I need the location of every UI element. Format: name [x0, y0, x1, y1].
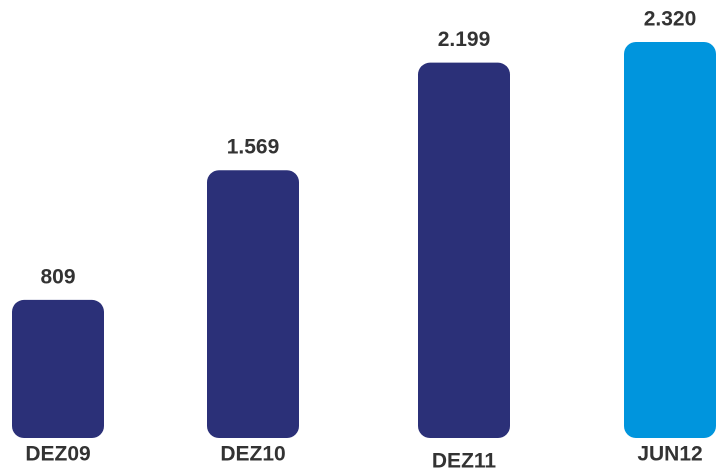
bar — [207, 170, 299, 438]
bar — [418, 62, 510, 439]
bar — [624, 42, 716, 438]
x-tick-label: DEZ10 — [220, 443, 285, 466]
value-label: 2.199 — [438, 28, 491, 51]
bar — [12, 299, 104, 438]
x-tick-label: JUN12 — [637, 443, 702, 466]
x-tick-label: DEZ09 — [25, 443, 90, 466]
value-label: 809 — [40, 265, 75, 288]
value-label: 2.320 — [644, 8, 697, 31]
value-label: 1.569 — [227, 136, 280, 159]
x-tick-label: DEZ11 — [432, 450, 497, 470]
